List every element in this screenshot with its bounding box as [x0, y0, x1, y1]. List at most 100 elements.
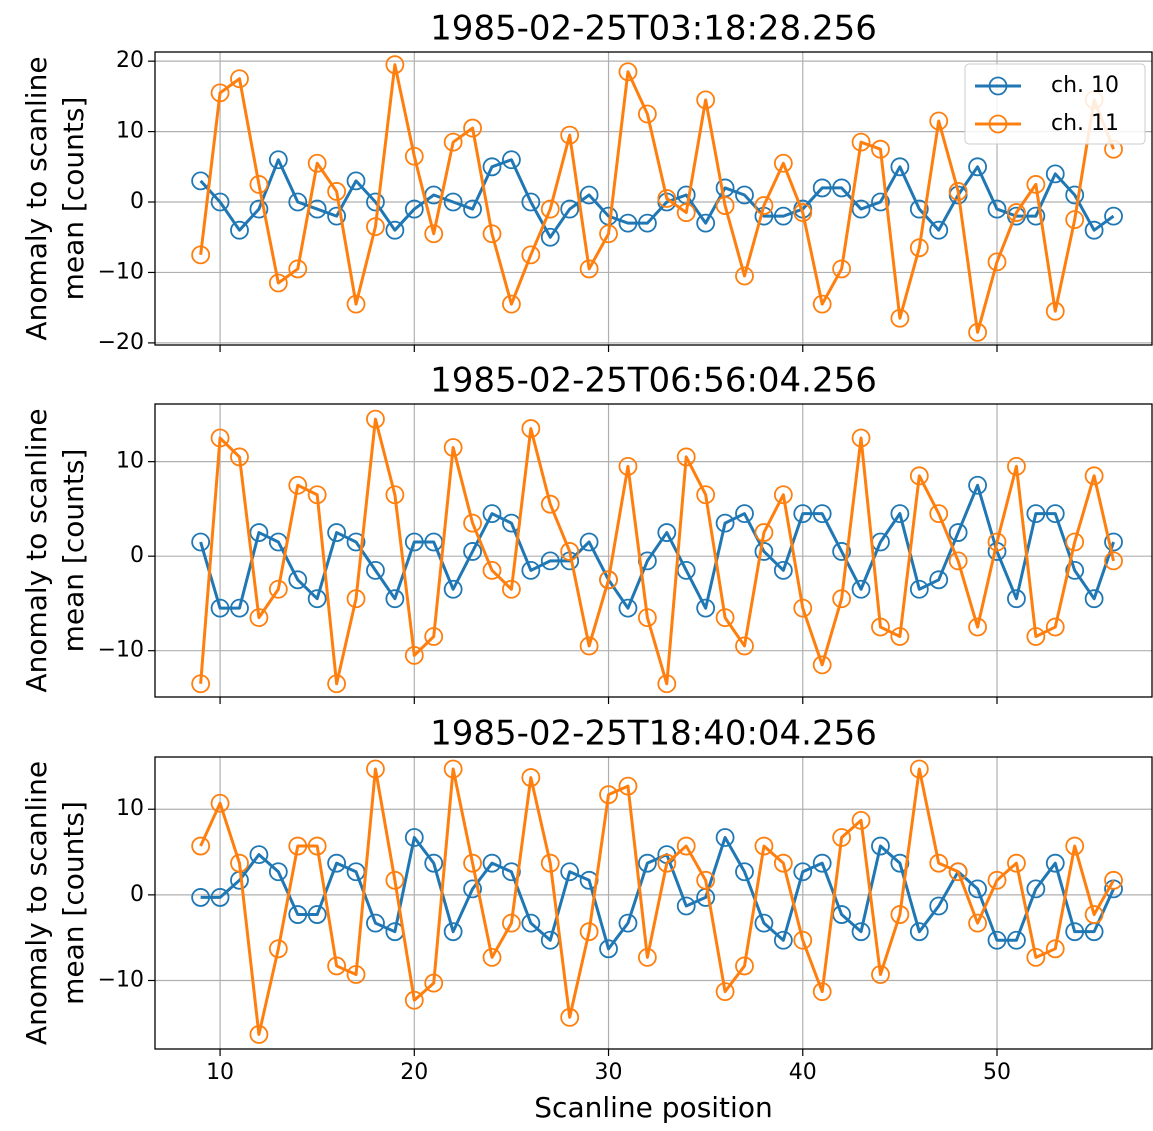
marker [987, 532, 1007, 552]
marker [385, 589, 405, 609]
marker [1007, 456, 1026, 476]
marker [482, 947, 502, 967]
marker [1104, 870, 1123, 890]
marker [1065, 532, 1085, 552]
y-axis-label: mean [counts] [57, 449, 90, 653]
marker [230, 853, 249, 873]
legend-marker [988, 114, 1008, 134]
marker [482, 157, 502, 177]
marker [987, 252, 1007, 272]
marker [540, 853, 560, 873]
marker [249, 845, 269, 865]
marker [327, 182, 347, 201]
series-line [199, 158, 1115, 239]
marker [579, 636, 599, 656]
marker [812, 655, 832, 675]
marker [1065, 185, 1085, 205]
marker [754, 523, 774, 542]
marker [735, 862, 754, 882]
marker [696, 213, 716, 233]
marker [1007, 853, 1026, 873]
marker [871, 617, 890, 637]
marker [637, 947, 657, 967]
marker [696, 870, 716, 890]
x-tick-label: 50 [983, 1060, 1011, 1085]
marker [793, 862, 813, 882]
marker [482, 560, 502, 580]
marker [1007, 589, 1026, 609]
marker [1084, 466, 1104, 486]
marker [424, 853, 444, 873]
series-line [199, 417, 1116, 686]
marker [637, 104, 657, 124]
marker [463, 853, 482, 873]
marker [637, 853, 657, 873]
marker [1084, 589, 1104, 609]
marker [793, 203, 813, 222]
marker [404, 146, 424, 166]
y-tick-label: 0 [130, 543, 144, 568]
marker [404, 990, 424, 1010]
marker [657, 189, 677, 208]
y-tick-label: 0 [130, 882, 144, 907]
marker [327, 206, 347, 226]
marker [288, 905, 308, 924]
marker [540, 199, 560, 219]
marker [346, 589, 366, 609]
x-axis-label: Scanline position [534, 1091, 772, 1124]
marker [968, 913, 987, 933]
marker [696, 598, 716, 618]
marker [560, 862, 580, 882]
marker [540, 494, 560, 514]
marker [463, 199, 482, 219]
marker [268, 939, 288, 959]
marker [890, 853, 910, 873]
marker [735, 956, 754, 976]
marker [735, 185, 754, 205]
marker [1084, 905, 1104, 924]
marker [871, 836, 890, 856]
marker [968, 617, 987, 637]
marker [599, 939, 618, 959]
marker [366, 913, 385, 933]
marker [618, 213, 638, 233]
marker [909, 579, 929, 599]
marker [948, 523, 968, 542]
y-axis-label: Anomaly to scanline [20, 761, 53, 1045]
marker [268, 579, 288, 599]
marker [1045, 301, 1065, 321]
marker [599, 224, 618, 244]
y-axis-label: Anomaly to scanline [20, 408, 53, 692]
marker [657, 674, 677, 694]
marker [832, 828, 852, 847]
marker [1007, 930, 1026, 950]
marker [715, 828, 735, 847]
marker [676, 836, 696, 856]
marker [579, 532, 599, 552]
marker [812, 294, 832, 314]
marker [560, 542, 580, 561]
marker [754, 836, 774, 856]
marker [482, 853, 502, 873]
axes-frame [154, 51, 1153, 346]
marker [307, 836, 327, 856]
series-line [199, 63, 1115, 334]
marker [560, 199, 580, 219]
marker [443, 759, 463, 779]
marker [832, 542, 852, 561]
marker [579, 259, 599, 279]
marker [987, 199, 1007, 219]
marker [366, 560, 385, 580]
marker [521, 419, 541, 438]
marker [773, 485, 793, 505]
marker [424, 973, 444, 993]
y-tick-label: −10 [98, 259, 144, 284]
marker [1026, 504, 1046, 524]
subplot: −20 −10 0 10 20 1985-02-25T03:18:28.256 Anomal… [20, 9, 1153, 355]
marker [1045, 939, 1065, 959]
marker [230, 69, 249, 89]
marker [366, 217, 385, 237]
marker [851, 428, 871, 448]
marker [812, 178, 832, 198]
marker [968, 475, 987, 495]
